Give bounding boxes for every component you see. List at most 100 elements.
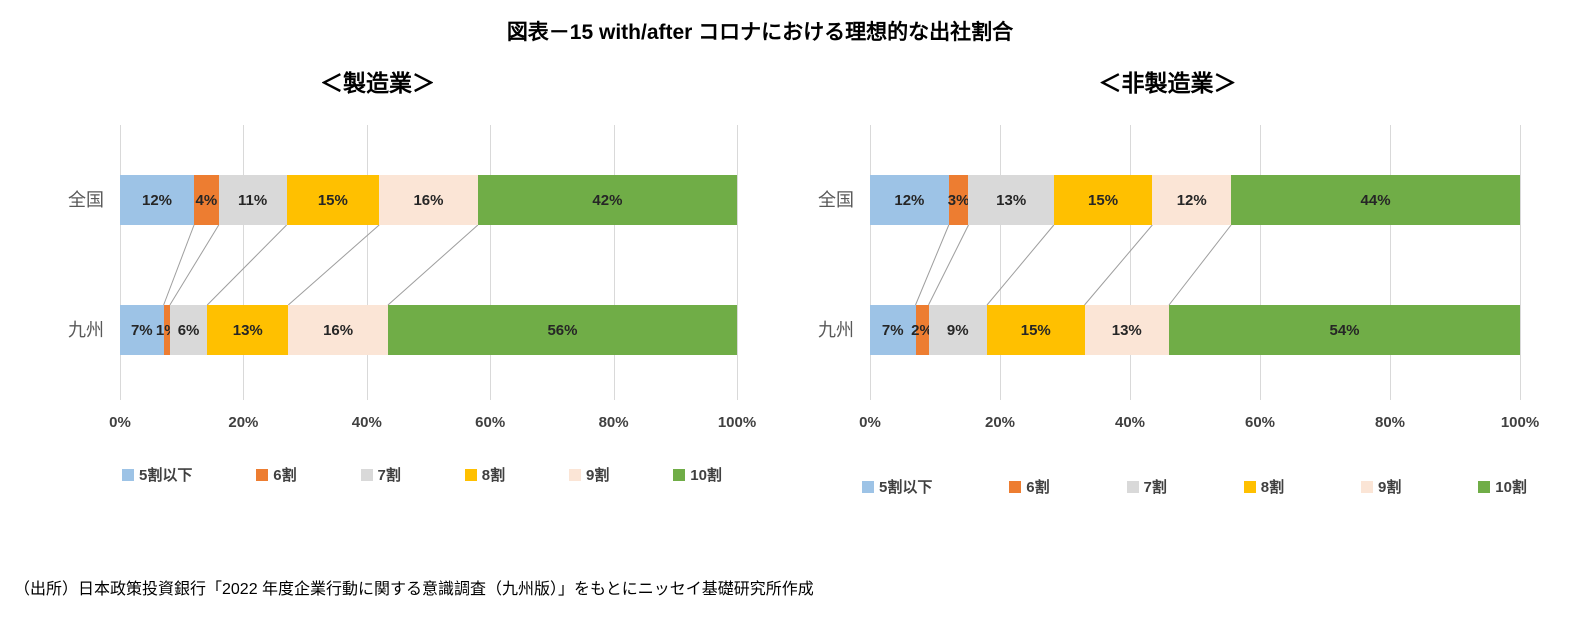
segment-value-label: 15% [317,191,348,209]
bar-segment: 13% [207,305,289,355]
segment-value-label: 6% [177,321,200,339]
bar-segment: 44% [1231,175,1520,225]
gridline [120,125,121,400]
legend-swatch [464,468,477,481]
x-tick-label: 40% [1114,414,1146,431]
gridline [613,125,615,400]
segment-value-label: 4% [195,191,218,209]
bar-segment: 16% [288,305,388,355]
bar-segment: 42% [477,175,737,225]
x-tick-label: 40% [351,414,382,431]
chart-manufacturing: ＜製造業＞ 0% 20% 40% 60% 80% 100% 全国 12% 4% 11% 15% 16%… [10,58,756,533]
legend-swatch [122,468,134,481]
legend-label: 7割 [1143,479,1167,496]
bar-segment: 2% [911,305,933,355]
bar-segment: 13% [968,175,1054,225]
legend-swatch [256,468,269,481]
legend-label: 6割 [273,467,297,484]
legend-swatch [1478,480,1491,493]
legend-item: 7割 [360,464,401,485]
plot-area: 0% 20% 40% 60% 80% 100% 全国 12% 3% 13% 15% 12% 44% 九州 7… [818,125,1539,431]
legend-item: 5割以下 [862,476,932,497]
segment-value-label: 16% [413,191,444,209]
legend-label: 8割 [1260,479,1285,496]
legend-item: 8割 [464,464,506,485]
gridline [1130,125,1131,400]
plot-area: 0% 20% 40% 60% 80% 100% 全国 12% 4% 11% 15% 16% 42% 九州 7… [68,125,756,431]
segment-value-label: 9% [946,321,969,339]
legend-item: 6割 [1009,476,1050,497]
legend-label: 6割 [1026,479,1050,496]
legend-swatch [1009,480,1022,493]
bar-segment: 7% [120,305,164,355]
bar-segment: 6% [169,305,208,355]
segment-value-label: 13% [232,321,263,339]
legend-item: 6割 [256,464,297,485]
gridline [870,125,871,400]
source-note: （出所）日本政策投資銀行「2022 年度企業行動に関する意識調査（九州版）」をも… [14,581,814,598]
legend-label: 7割 [377,467,401,484]
legend-label: 10割 [1495,479,1527,496]
segment-value-label: 2% [911,321,933,339]
segment-value-label: 13% [996,191,1027,209]
bar-segment: 13% [1084,305,1169,355]
legend-item: 5割以下 [122,464,192,485]
gridline [737,125,738,400]
legend-swatch [862,480,874,493]
segment-value-label: 12% [142,191,173,209]
bar-segment: 16% [379,175,478,225]
segment-value-label: 7% [881,321,904,339]
segment-value-label: 7% [130,321,153,339]
legend-swatch [569,468,581,481]
category-label: 九州 [68,320,104,340]
legend-swatch [1126,480,1139,493]
segment-value-label: 12% [1176,191,1207,209]
legend: 5割以下 6割 7割 8割 9割 10割 [862,476,1527,497]
gridline [1520,125,1521,400]
x-tick-label: 60% [475,414,506,431]
bar-segment: 54% [1169,305,1520,355]
gridline [490,125,492,400]
bar-segment: 9% [928,305,987,355]
legend: 5割以下 6割 7割 8割 9割 10割 [122,464,722,485]
series-connector-lines [915,224,1232,306]
gridline [1260,125,1261,400]
chart-non-manufacturing: ＜非製造業＞ 0% 20% 40% 60% 80% 100% 全国 12% 3% 13% 15% 12… [800,58,1539,533]
segment-value-label: 3% [947,191,970,209]
legend-label: 9割 [1378,479,1402,496]
legend-item: 8割 [1243,476,1285,497]
bar-segment: 12% [120,175,195,225]
bar-segment: 11% [218,175,287,225]
segment-value-label: 15% [1020,321,1051,339]
category-label: 全国 [68,190,104,210]
category-label: 九州 [818,320,854,340]
x-tick-label: 100% [717,414,757,431]
legend-label: 8割 [481,467,506,484]
segment-value-label: 54% [1329,321,1360,339]
legend-item: 10割 [673,464,722,485]
segment-value-label: 15% [1088,191,1119,209]
x-tick-label: 80% [598,414,629,431]
x-tick-label: 80% [1374,414,1406,431]
bar-segment: 3% [947,175,970,225]
x-tick-label: 20% [228,414,259,431]
segment-value-label: 16% [323,321,354,339]
bar-segment: 4% [194,175,219,225]
x-tick-label: 100% [1500,414,1540,431]
segment-value-label: 42% [592,191,623,209]
legend-label: 5割以下 [879,479,933,496]
figure-title: 図表－15 with/after コロナにおける理想的な出社割合 [506,21,1014,44]
segment-value-label: 11% [238,191,268,209]
x-tick-label: 20% [984,414,1016,431]
gridline [243,125,245,400]
category-label: 全国 [818,190,854,210]
x-tick-label: 0% [109,414,131,431]
gridline [1000,125,1001,400]
legend-swatch [1243,480,1256,493]
gridline [1390,125,1391,400]
bar-segment: 15% [1053,175,1153,225]
x-tick-label: 0% [859,414,881,431]
legend-swatch [673,468,686,481]
bar-segment: 15% [987,305,1085,355]
bar-segment: 7% [870,305,916,355]
